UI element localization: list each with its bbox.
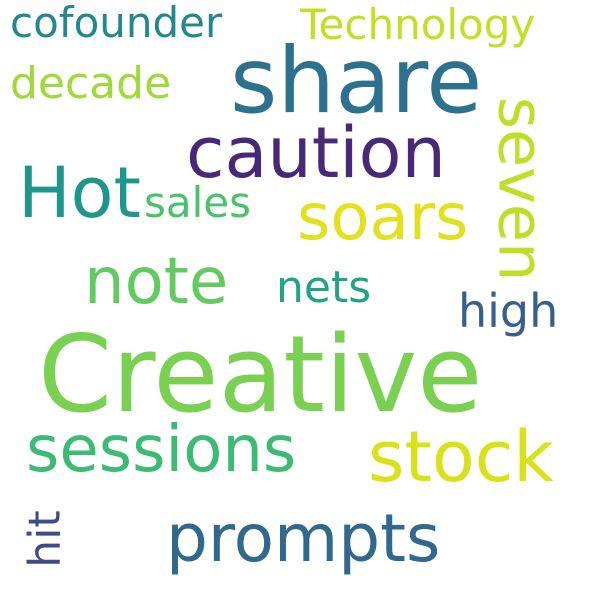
word-sales: sales [144,178,252,227]
word-nets: nets [276,262,372,313]
word-hot: Hot [18,152,141,234]
word-soars: soars [297,181,469,255]
word-high: high [458,284,559,338]
word-seven: seven [484,96,558,282]
word-note: note [84,245,229,319]
word-creative: Creative [38,313,483,436]
word-hit: hit [19,510,71,568]
word-sessions: sessions [26,413,297,487]
word-stock: stock [368,416,554,498]
word-caution: caution [186,112,446,194]
word-cofounder: cofounder [10,0,223,47]
word-decade: decade [10,58,172,109]
word-technology: Technology [300,0,536,49]
word-share: share [230,29,483,134]
word-prompts: prompts [166,500,441,577]
